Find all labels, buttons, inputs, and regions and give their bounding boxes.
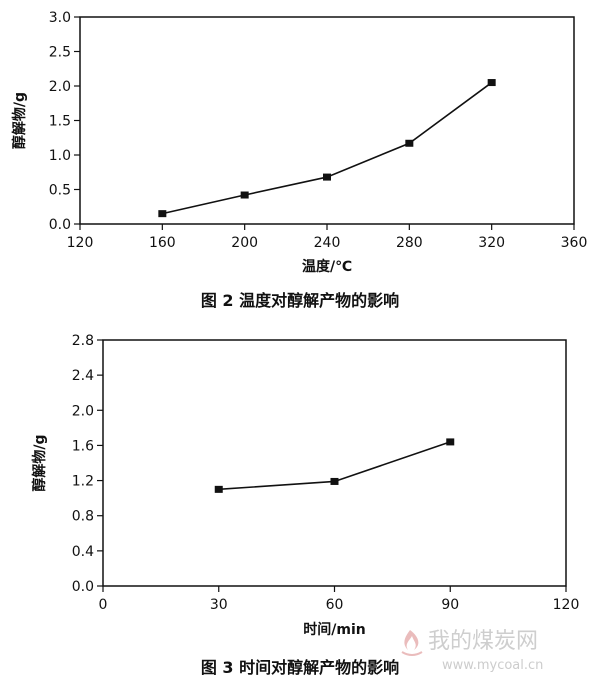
series-line (162, 81, 493, 215)
y-tick-label: 2.4 (72, 368, 94, 384)
y-tick-label: 3.0 (49, 10, 71, 26)
x-tick-label: 280 (396, 235, 423, 251)
time-chart: 0 30 60 90 120 0.0 0.4 0.8 1.2 1.6 2.0 2.4 2.8 时间/min… (31, 333, 579, 638)
y-tick-label: 2.0 (49, 79, 71, 95)
data-point (240, 191, 249, 199)
y-axis-title: 醇解物/g (31, 434, 48, 491)
y-tick-label: 1.6 (72, 438, 94, 454)
y-tick-label: 0.0 (72, 579, 94, 595)
data-point (323, 173, 331, 181)
y-tick-label: 1.2 (72, 474, 94, 490)
y-tick-label: 2.8 (72, 333, 94, 349)
data-point (446, 438, 455, 446)
y-tick-label: 0.8 (72, 509, 94, 525)
watermark-text: 我的煤炭网 (428, 629, 538, 654)
y-tick-label: 0.0 (49, 217, 71, 233)
y-axis-title: 醇解物/g (11, 92, 28, 149)
x-tick-label: 160 (149, 235, 176, 251)
flame-logo-icon (401, 630, 423, 656)
x-tick-label: 240 (314, 235, 341, 251)
plot-frame (79, 16, 575, 225)
x-tick-label: 320 (478, 235, 505, 251)
y-tick-label: 0.5 (49, 183, 71, 199)
x-axis-title: 时间/min (303, 621, 365, 638)
x-tick-label: 30 (210, 597, 228, 613)
watermark: 我的煤炭网 www.mycoal.cn (401, 629, 543, 673)
x-tick-label: 200 (231, 235, 258, 251)
x-tick-label: 120 (553, 597, 580, 613)
x-axis-title: 温度/℃ (302, 258, 352, 275)
x-tick-label: 360 (561, 235, 588, 251)
temperature-chart: 120 160 200 240 280 320 360 0.0 0.5 1.0 1.5 2.0 2.5 3… (11, 10, 587, 275)
x-tick-label: 0 (99, 597, 108, 613)
data-point (330, 477, 339, 485)
x-tick-label: 60 (326, 597, 344, 613)
x-tick-label: 120 (67, 235, 94, 251)
y-tick-label: 2.5 (49, 45, 71, 61)
y-tick-label: 2.0 (72, 403, 94, 419)
data-point (214, 485, 223, 493)
data-point (487, 79, 496, 87)
x-tick-label: 90 (441, 597, 459, 613)
data-point (158, 210, 167, 218)
watermark-url: www.mycoal.cn (442, 658, 543, 673)
plot-frame (102, 339, 567, 587)
y-tick-label: 0.4 (72, 544, 94, 560)
y-tick-label: 1.0 (49, 148, 71, 164)
chart-2-caption: 图 3 时间对醇解产物的影响 (201, 658, 399, 677)
data-point (405, 139, 414, 147)
chart-1-caption: 图 2 温度对醇解产物的影响 (201, 291, 399, 310)
y-tick-label: 1.5 (49, 114, 71, 130)
